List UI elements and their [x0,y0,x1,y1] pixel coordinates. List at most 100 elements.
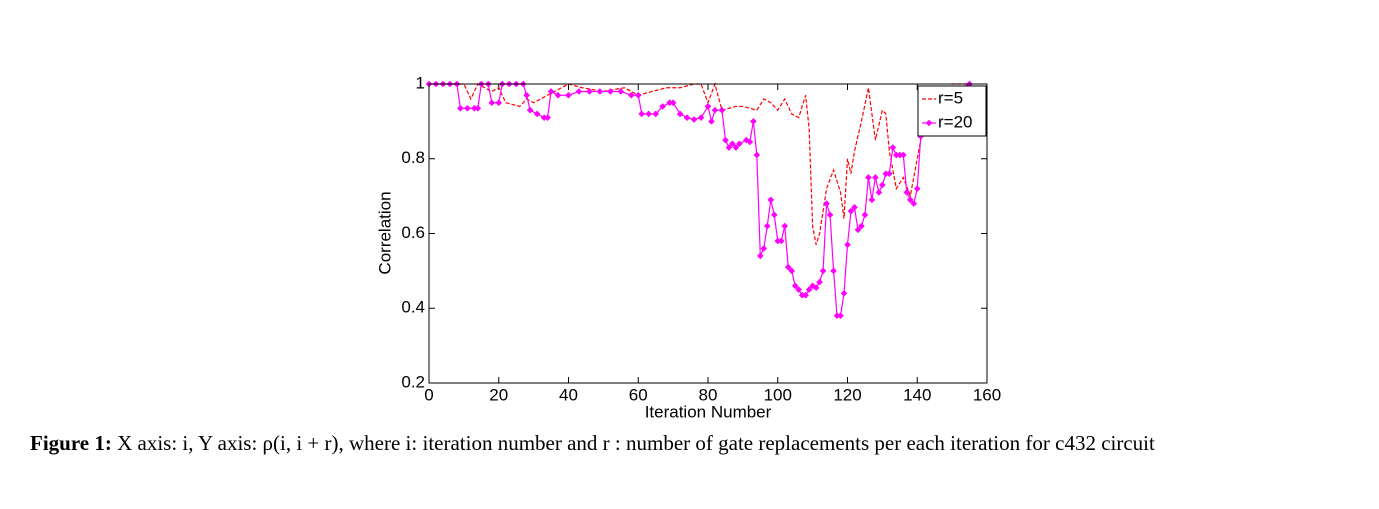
data-point [757,252,764,260]
y-tick-label: 0.2 [401,372,425,391]
data-point [812,284,820,292]
data-point [781,222,789,230]
chart: Iteration Number Correlation 0 20 40 60 80 10… [375,73,1001,421]
data-point [875,189,883,196]
caption-label: Figure 1: [30,431,112,455]
data-point [669,99,677,106]
series-line [429,82,970,245]
data-point [725,144,733,151]
axes-frame [428,83,988,384]
data-point [830,267,837,275]
x-tick-label: 0 [424,385,433,404]
x-tick-label: 140 [903,385,931,404]
data-point [704,103,712,110]
x-axis-label: Iteration Number [645,402,772,421]
data-point [760,245,768,252]
data-point [802,291,809,299]
data-point [910,200,918,207]
data-point [767,196,775,204]
data-point [544,114,551,121]
data-point [840,289,848,297]
data-point [791,282,799,290]
data-point [554,91,562,99]
data-point [847,207,855,215]
data-point [889,144,897,151]
data-point [617,88,625,95]
data-point [718,106,726,114]
data-point [872,174,879,181]
x-tick-label: 20 [489,385,508,404]
data-point [547,88,555,95]
data-point [777,237,785,245]
data-point [690,116,698,123]
data-point [816,278,823,286]
data-point [753,151,761,159]
data-point [722,136,729,144]
data-point [575,88,583,95]
figure-caption: Figure 1: X axis: i, Y axis: ρ(i, i + r)… [30,428,1370,459]
legend-label: r=20 [938,112,973,131]
x-tick-label: 80 [699,385,718,404]
data-point [565,91,572,99]
data-point [711,106,719,114]
legend-marker [925,119,933,127]
data-point [837,312,844,320]
data-point [743,136,750,144]
data-point [879,181,886,189]
data-point [697,114,705,121]
data-point [457,104,464,112]
data-point [899,151,907,159]
x-tick-label: 40 [559,385,578,404]
x-tick-label: 100 [764,385,792,404]
data-point [652,110,659,118]
data-point [868,196,876,204]
plot-area [429,84,987,383]
data-point [788,267,796,275]
data-point [732,144,740,151]
data-point [913,185,921,192]
data-point [784,263,792,271]
data-point [488,99,496,106]
data-point [586,88,593,95]
data-point [683,114,691,121]
data-point [708,118,715,125]
data-point [770,211,778,219]
data-point [464,104,471,112]
data-point [659,103,666,110]
data-point [854,226,862,234]
data-point [474,104,482,112]
data-point [634,91,642,99]
y-axis-label: Correlation [375,191,394,274]
data-point [823,200,830,207]
x-tick-label: 60 [629,385,648,404]
data-point [736,140,743,148]
data-point [533,110,541,118]
data-point [607,88,614,95]
data-point [763,222,771,230]
data-point [886,170,893,178]
data-point [851,204,858,211]
legend-label: r=5 [938,88,963,107]
data-point [750,118,757,125]
data-point [645,110,653,118]
data-point [729,140,736,148]
data-point [906,196,914,204]
caption-text: X axis: i, Y axis: ρ(i, i + r), where i:… [117,431,1155,455]
data-point [596,88,604,95]
data-point [826,211,834,219]
y-tick-label: 0.6 [401,223,425,242]
data-point [861,211,869,219]
data-point [746,138,754,146]
data-point [638,110,646,118]
data-point [495,99,503,106]
data-point [627,91,635,99]
x-tick-label: 160 [973,385,1001,404]
data-point [795,286,802,293]
x-tick-label: 120 [833,385,861,404]
data-point [865,174,872,181]
data-point [858,222,865,230]
data-point [844,241,851,249]
data-point [526,106,534,114]
data-point [805,286,813,293]
